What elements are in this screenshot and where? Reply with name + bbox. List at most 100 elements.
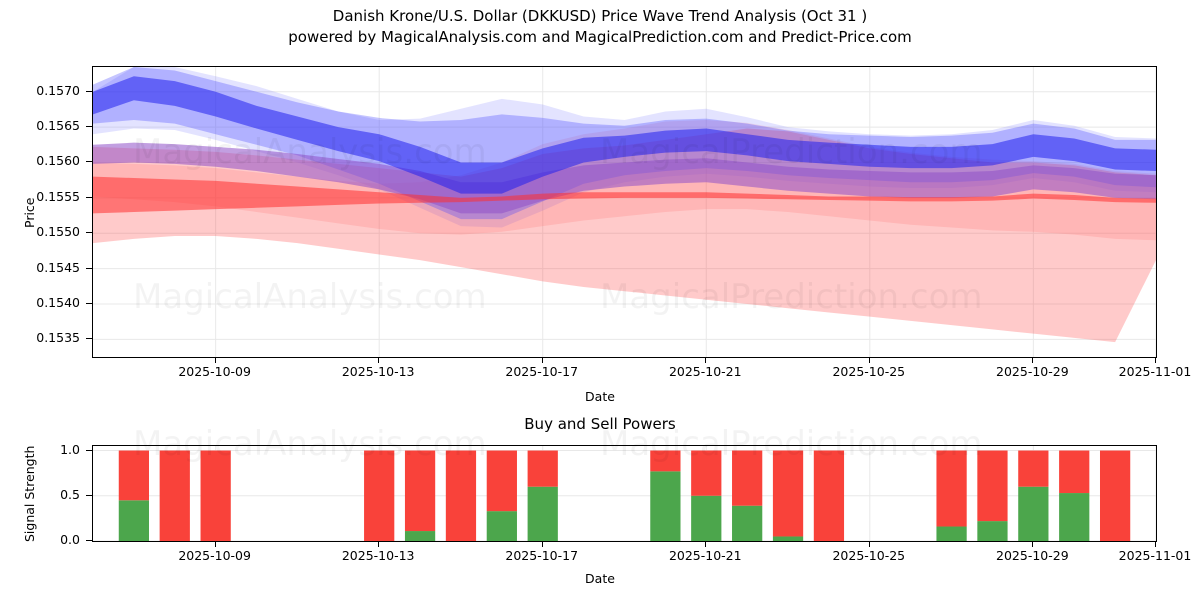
bar-group[interactable] <box>118 450 150 541</box>
buy-power-bar[interactable] <box>118 500 150 541</box>
lower-x-tick-label: 2025-10-09 <box>178 548 251 563</box>
lower-x-tick-mark <box>1155 541 1156 547</box>
sell-power-bar[interactable] <box>404 450 436 532</box>
bar-group[interactable] <box>936 450 967 541</box>
main-x-axis-label: Date <box>585 389 615 404</box>
main-x-tick-label: 2025-10-09 <box>178 364 251 379</box>
bar-group[interactable] <box>364 450 395 541</box>
band-purple-mid-band <box>93 142 1156 214</box>
sell-power-bar[interactable] <box>118 450 150 501</box>
lower-y-tick-label: 1.0 <box>60 441 80 457</box>
lower-x-tick-mark <box>214 541 216 547</box>
band-red-core-band <box>93 176 1156 214</box>
main-y-tick-label: 0.1535 <box>36 330 80 346</box>
buy-power-bar[interactable] <box>650 471 681 541</box>
sell-power-bar[interactable] <box>486 450 517 512</box>
lower-x-tick-label: 2025-10-29 <box>996 548 1069 563</box>
bar-group[interactable] <box>404 450 436 541</box>
sell-power-bar[interactable] <box>159 450 190 541</box>
main-y-tick-mark <box>86 161 92 163</box>
band-blue-core-band <box>93 76 1156 194</box>
buy-sell-powers-svg <box>93 446 1156 541</box>
bar-group[interactable] <box>813 450 845 541</box>
buy-power-bar[interactable] <box>404 531 436 541</box>
buy-power-bar[interactable] <box>1018 486 1049 541</box>
buy-power-bar[interactable] <box>527 486 558 541</box>
main-x-tick-mark <box>378 357 380 363</box>
main-y-tick-label: 0.1570 <box>36 82 80 98</box>
lower-y-tick-mark <box>86 540 92 541</box>
buy-power-bar[interactable] <box>691 495 722 541</box>
main-y-tick-label: 0.1550 <box>36 224 80 240</box>
main-y-axis-label: Price <box>22 197 37 229</box>
sell-power-bar[interactable] <box>691 450 722 496</box>
sell-power-bar[interactable] <box>732 450 763 506</box>
buy-power-bar[interactable] <box>772 536 804 541</box>
main-x-tick-mark <box>705 357 707 363</box>
lower-x-tick-label: 2025-11-01 <box>1118 548 1192 563</box>
bar-group[interactable] <box>527 450 558 541</box>
sell-power-bar[interactable] <box>1099 450 1131 541</box>
bar-group[interactable] <box>1059 450 1090 541</box>
main-y-tick-mark <box>86 267 92 269</box>
lower-x-tick-mark <box>705 541 707 547</box>
main-x-tick-label: 2025-10-25 <box>832 364 906 379</box>
main-y-tick-mark <box>86 126 92 128</box>
sell-power-bar[interactable] <box>977 450 1008 522</box>
main-y-tick-mark <box>86 302 92 304</box>
sell-power-bar[interactable] <box>364 450 395 541</box>
buy-power-bar[interactable] <box>936 526 967 541</box>
bar-group[interactable] <box>159 450 190 541</box>
main-x-tick-label: 2025-10-13 <box>341 364 415 379</box>
main-y-tick-mark <box>86 232 92 234</box>
bar-group[interactable] <box>445 450 477 541</box>
buy-power-bar[interactable] <box>732 505 763 541</box>
bar-group[interactable] <box>691 450 722 541</box>
lower-x-tick-mark <box>541 541 543 547</box>
chart-title-block: Danish Krone/U.S. Dollar (DKKUSD) Price … <box>0 6 1200 48</box>
sell-power-bar[interactable] <box>1059 450 1090 494</box>
sell-power-bar[interactable] <box>813 450 845 541</box>
sell-power-bar[interactable] <box>650 450 681 472</box>
page-title: Danish Krone/U.S. Dollar (DKKUSD) Price … <box>332 7 868 25</box>
buy-power-bar[interactable] <box>1059 493 1090 541</box>
main-y-tick-label: 0.1560 <box>36 153 80 169</box>
lower-x-tick-mark <box>378 541 380 547</box>
sell-power-bar[interactable] <box>936 450 967 527</box>
main-x-tick-label: 2025-11-01 <box>1118 364 1192 379</box>
lower-x-tick-label: 2025-10-21 <box>668 548 742 563</box>
bar-group[interactable] <box>772 450 804 541</box>
page-subtitle: powered by MagicalAnalysis.com and Magic… <box>288 28 912 46</box>
bar-group[interactable] <box>650 450 681 541</box>
lower-y-tick-label: 0.0 <box>60 532 80 547</box>
price-wave-chart-panel <box>92 66 1157 358</box>
bar-group[interactable] <box>732 450 763 541</box>
lower-y-axis-label: Signal Strength <box>22 445 37 542</box>
lower-x-tick-label: 2025-10-25 <box>832 548 906 563</box>
main-x-tick-label: 2025-10-17 <box>505 364 579 379</box>
lower-y-tick-mark <box>86 449 92 451</box>
main-x-tick-mark <box>1032 357 1034 363</box>
sell-power-bar[interactable] <box>1018 450 1049 487</box>
bar-group[interactable] <box>200 450 231 541</box>
sell-power-bar[interactable] <box>200 450 231 541</box>
main-y-tick-label: 0.1545 <box>36 259 80 275</box>
buy-power-bar[interactable] <box>486 511 517 541</box>
price-wave-svg <box>93 67 1156 357</box>
lower-y-tick-mark <box>86 494 92 496</box>
bar-group[interactable] <box>1018 450 1049 541</box>
lower-x-tick-label: 2025-10-17 <box>505 548 579 563</box>
buy-power-bar[interactable] <box>977 521 1008 541</box>
main-x-tick-label: 2025-10-21 <box>668 364 742 379</box>
lower-x-tick-mark <box>868 541 870 547</box>
bar-group[interactable] <box>977 450 1008 541</box>
bar-group[interactable] <box>1099 450 1131 541</box>
main-y-tick-mark <box>86 338 92 340</box>
main-x-tick-mark <box>541 357 543 363</box>
bar-group[interactable] <box>486 450 517 541</box>
sell-power-bar[interactable] <box>445 450 477 541</box>
main-x-tick-mark <box>214 357 216 363</box>
sell-power-bar[interactable] <box>772 450 804 537</box>
sell-power-bar[interactable] <box>527 450 558 487</box>
